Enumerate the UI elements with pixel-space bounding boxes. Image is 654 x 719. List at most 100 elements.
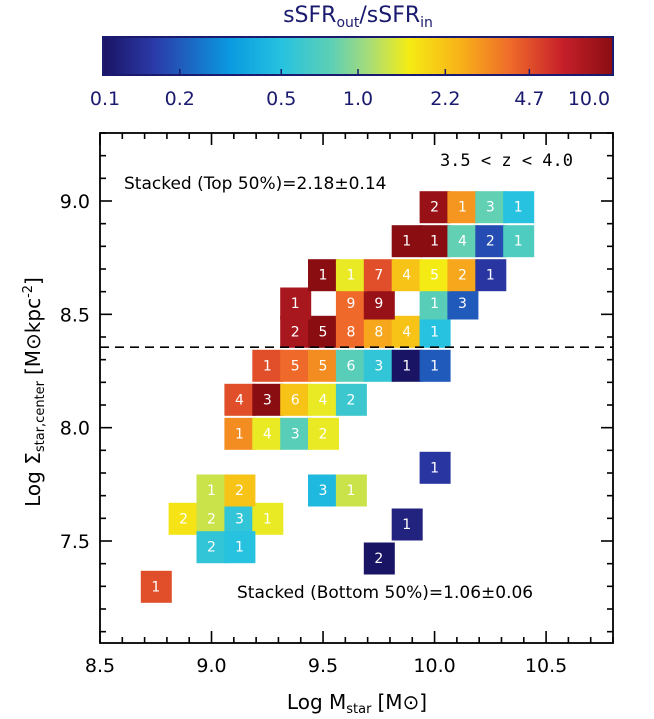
heatmap-cell-rect <box>280 349 312 382</box>
heatmap-cell: 3 <box>224 502 256 535</box>
heatmap-cell-count: 4 <box>402 268 411 284</box>
y-tick-label: 8.5 <box>60 304 90 326</box>
colorbar-tick-label: 0.5 <box>266 88 296 110</box>
heatmap-cell: 1 <box>447 191 479 224</box>
heatmap-cell-count: 3 <box>291 426 300 442</box>
colorbar-title-sub2: in <box>420 15 433 31</box>
y-tick-label: 7.5 <box>60 531 90 553</box>
heatmap-cell: 1 <box>308 259 339 292</box>
heatmap-cell-count: 1 <box>235 426 244 442</box>
heatmap-cell-count: 6 <box>291 392 300 408</box>
heatmap-cell-count: 5 <box>291 358 300 374</box>
heatmap-cell-count: 1 <box>430 296 439 312</box>
heatmap-cell-rect <box>503 225 535 258</box>
heatmap-cell: 1 <box>419 225 451 258</box>
heatmap-cell-rect <box>308 349 339 382</box>
heatmap-cell: 4 <box>447 225 479 258</box>
heatmap-cell-count: 2 <box>346 392 355 408</box>
heatmap-cell-count: 1 <box>402 234 411 250</box>
heatmap-cell-count: 2 <box>486 234 495 250</box>
heatmap-cell-count: 2 <box>207 511 216 527</box>
heatmap-cell-count: 1 <box>346 483 355 499</box>
heatmap-cell-count: 4 <box>263 426 272 442</box>
heatmap-cell: 2 <box>224 474 256 507</box>
heatmap-cell-rect <box>140 570 172 603</box>
heatmap-cell-count: 1 <box>430 234 439 250</box>
heatmap-cell: 4 <box>391 315 423 348</box>
heatmap-cell-rect <box>252 502 284 535</box>
heatmap-cell-rect <box>391 225 423 258</box>
heatmap-cell-rect <box>419 349 451 382</box>
heatmap-cell-rect <box>335 287 367 320</box>
heatmap-cell-count: 1 <box>263 358 272 374</box>
heatmap-cell-rect <box>363 259 395 292</box>
heatmap-cell-rect <box>252 383 284 416</box>
heatmap-cell: 5 <box>308 315 339 348</box>
heatmap-cell: 9 <box>363 287 395 320</box>
heatmap-cell-rect <box>419 259 451 292</box>
heatmap-cell-rect <box>363 542 395 575</box>
heatmap-cell-count: 1 <box>402 517 411 533</box>
heatmap-cell: 1 <box>224 417 256 450</box>
heatmap-cell: 8 <box>335 315 367 348</box>
heatmap-cell-count: 8 <box>374 324 383 340</box>
x-tick-label: 9.0 <box>196 655 226 677</box>
heatmap-cell-rect <box>168 502 200 535</box>
heatmap-cell-count: 6 <box>346 358 355 374</box>
heatmap-cell-count: 9 <box>374 296 383 312</box>
heatmap-cell: 5 <box>280 349 312 382</box>
colorbar-title-sep: /sSFR <box>359 3 420 28</box>
heatmap-cell-count: 2 <box>235 483 244 499</box>
heatmap-cell: 4 <box>391 259 423 292</box>
heatmap-cell-rect <box>252 417 284 450</box>
heatmap-cell-rect <box>475 225 507 258</box>
colorbar-tick-label: 10.0 <box>568 88 610 110</box>
colorbar-tick-label: 0.2 <box>165 88 195 110</box>
heatmap-cell-rect <box>335 349 367 382</box>
heatmap-cell-count: 1 <box>291 296 300 312</box>
heatmap-cell-rect <box>447 225 479 258</box>
heatmap-cell-rect <box>224 383 256 416</box>
colorbar-tick-label: 2.2 <box>430 88 460 110</box>
heatmap-cell: 9 <box>335 287 367 320</box>
heatmap-cell-count: 4 <box>235 392 244 408</box>
colorbar <box>102 36 614 76</box>
heatmap-cell-count: 2 <box>374 551 383 567</box>
heatmap-cell-rect <box>280 287 312 320</box>
axes: 8.5 9.0 9.5 10.0 10.5 7.5 8.0 8.5 9.0 <box>60 132 614 677</box>
bottom-stacked-annotation: Stacked (Bottom 50%)=1.06±0.06 <box>237 583 533 603</box>
heatmap-cell-rect <box>224 531 256 564</box>
heatmap-cell-rect <box>335 383 367 416</box>
heatmap-cell-rect <box>503 191 535 224</box>
colorbar-title-main: sSFR <box>283 3 336 28</box>
heatmap-cell-count: 1 <box>514 200 523 216</box>
heatmap-cell-rect <box>419 191 451 224</box>
heatmap-cell-count: 2 <box>458 268 467 284</box>
x-tick-label: 9.5 <box>308 655 338 677</box>
heatmap-cell-count: 5 <box>319 358 328 374</box>
heatmap-cell-rect <box>419 315 451 348</box>
heatmap-cell-count: 2 <box>291 324 300 340</box>
heatmap-cell-count: 3 <box>374 358 383 374</box>
heatmap-cell: 6 <box>335 349 367 382</box>
heatmap-cell-rect <box>308 474 339 507</box>
heatmap-cell-rect <box>335 474 367 507</box>
heatmap-cell-count: 1 <box>514 234 523 250</box>
heatmap-cell-rect <box>391 349 423 382</box>
heatmap-cell-rect <box>335 315 367 348</box>
heatmap-cell: 4 <box>224 383 256 416</box>
y-axis-label-main: Log Σ <box>21 452 45 507</box>
heatmap-cell-rect <box>419 225 451 258</box>
heatmap-cell-count: 4 <box>402 324 411 340</box>
heatmap-cell-rect <box>363 315 395 348</box>
heatmap-cell-count: 1 <box>263 511 272 527</box>
heatmap-cell: 1 <box>419 451 451 484</box>
heatmap-cell: 2 <box>196 502 228 535</box>
heatmap-cell-rect <box>308 417 339 450</box>
colorbar-ticks: 0.1 0.2 0.5 1.0 2.2 4.7 10.0 <box>90 69 614 110</box>
heatmap-cell: 2 <box>475 225 507 258</box>
heatmap-cell-count: 1 <box>430 460 439 476</box>
heatmap-cell-rect <box>391 259 423 292</box>
heatmap-cell: 3 <box>308 474 339 507</box>
heatmap-cell: 2 <box>280 315 312 348</box>
